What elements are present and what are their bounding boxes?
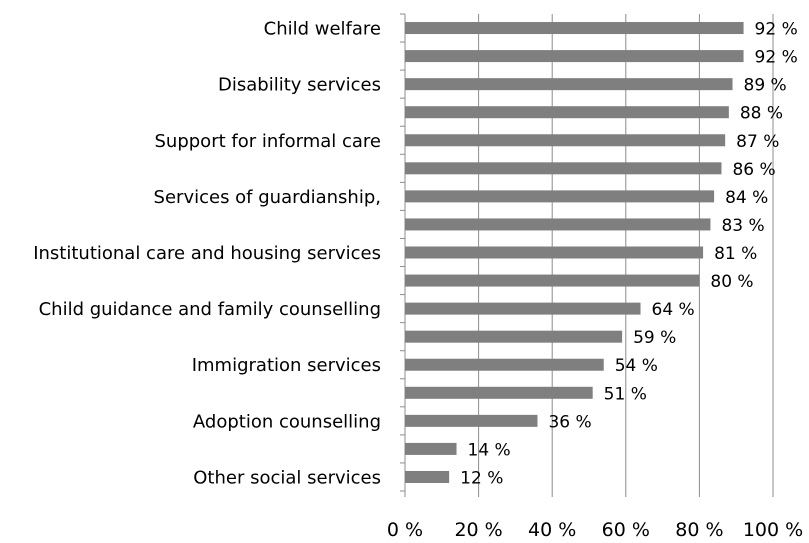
bar <box>405 162 722 175</box>
data-label: 81 % <box>714 244 757 264</box>
category-label: Other social services <box>193 467 381 488</box>
bar <box>405 134 726 147</box>
bar <box>405 50 744 63</box>
x-tick-label: 0 % <box>387 519 423 541</box>
category-label: Child guidance and family counselling <box>39 299 381 320</box>
bar <box>405 470 450 483</box>
x-tick-label: 20 % <box>454 519 502 541</box>
data-label: 80 % <box>710 272 753 292</box>
data-label: 83 % <box>721 216 764 236</box>
bar <box>405 414 538 427</box>
bar <box>405 302 641 315</box>
data-label: 51 % <box>604 384 647 404</box>
bar <box>405 218 711 231</box>
data-label: 92 % <box>755 20 798 40</box>
bar <box>405 386 593 399</box>
x-tick-label: 100 % <box>743 519 803 541</box>
bar <box>405 274 700 287</box>
category-label: Child welfare <box>264 19 381 40</box>
data-label: 88 % <box>740 104 783 124</box>
category-label: Institutional care and housing services <box>33 243 381 264</box>
bar <box>405 22 744 35</box>
data-label: 14 % <box>468 440 511 460</box>
data-label: 89 % <box>744 76 787 96</box>
category-label: Services of guardianship, <box>154 187 381 208</box>
x-tick-label: 60 % <box>602 519 650 541</box>
data-label: 54 % <box>615 356 658 376</box>
data-label: 59 % <box>633 328 676 348</box>
data-label: 12 % <box>460 468 503 488</box>
x-tick-label: 40 % <box>528 519 576 541</box>
category-label: Adoption counselling <box>193 411 381 432</box>
bar <box>405 106 729 119</box>
data-label: 92 % <box>755 48 798 68</box>
bar <box>405 330 623 343</box>
data-label: 87 % <box>736 132 779 152</box>
data-label: 64 % <box>652 300 695 320</box>
bar <box>405 190 715 203</box>
bar <box>405 358 604 371</box>
data-label: 86 % <box>732 160 775 180</box>
category-label: Support for informal care <box>155 131 382 152</box>
category-label: Immigration services <box>192 355 381 376</box>
data-label: 36 % <box>548 412 591 432</box>
bar <box>405 78 733 91</box>
category-label: Disability services <box>218 75 381 96</box>
bar <box>405 442 457 455</box>
x-tick-label: 80 % <box>675 519 723 541</box>
data-label: 84 % <box>725 188 768 208</box>
bar <box>405 246 704 259</box>
